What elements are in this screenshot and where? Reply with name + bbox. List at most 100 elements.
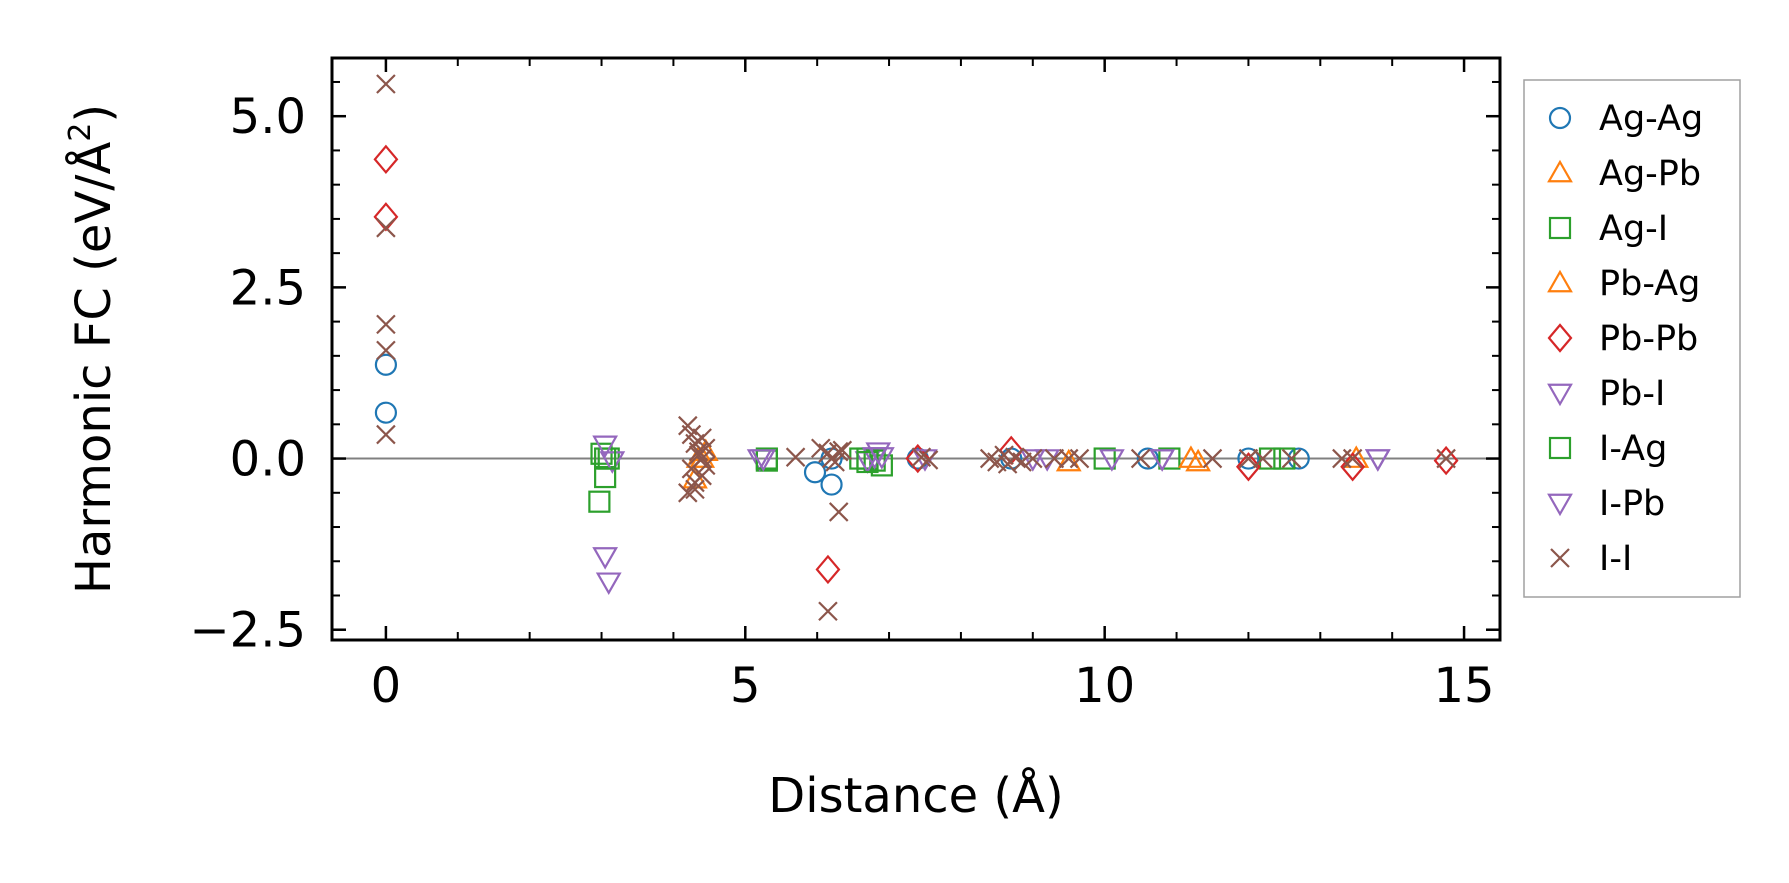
data-point-I-I: [918, 450, 939, 470]
x-tick-label: 0: [371, 658, 402, 714]
data-point-I-I: [818, 601, 838, 622]
data-point-I-I: [376, 74, 396, 94]
data-point-I-I: [825, 452, 845, 472]
y-axis-title: Harmonic FC (eV/Å2): [63, 104, 122, 594]
legend-marker-I-I: [1550, 548, 1570, 568]
data-point-I-I: [685, 479, 705, 500]
data-point-I-I: [785, 447, 806, 467]
legend-label-I-I: I-I: [1599, 539, 1632, 579]
data-point-Pb-I: [1098, 449, 1125, 472]
data-point-I-I: [1436, 448, 1456, 469]
data-point-I-I: [681, 459, 702, 479]
data-point-Ag-Ag: [374, 401, 398, 424]
data-point-I-Pb: [1149, 449, 1176, 472]
data-point-I-I: [692, 428, 712, 448]
legend-marker-Pb-Pb: [1547, 323, 1573, 353]
data-point-I-I: [1202, 448, 1223, 469]
y-axis-title-main: Harmonic FC (eV/Å: [65, 142, 122, 595]
data-point-Ag-Ag: [1287, 447, 1310, 470]
data-point-I-I: [692, 465, 712, 486]
data-point-Ag-I: [1158, 447, 1181, 470]
data-point-I-I: [376, 314, 396, 335]
x-axis-title: Distance (Å): [768, 767, 1063, 824]
data-point-Pb-Pb: [1433, 445, 1459, 476]
legend-label-Ag-Pb: Ag-Pb: [1599, 154, 1701, 194]
data-point-I-I: [911, 447, 932, 467]
axis-ticks: 0 5 10 15 −2.5 0.0 2.5 5.0: [189, 58, 1500, 714]
series-I-Pb: [592, 435, 1391, 472]
data-point-I-I: [1023, 448, 1043, 469]
legend-label-Ag-I: Ag-I: [1599, 209, 1668, 249]
legend-label-I-Ag: I-Ag: [1599, 429, 1667, 469]
data-point-I-I: [1012, 452, 1032, 472]
data-point-Pb-Ag: [1178, 445, 1204, 468]
data-point-I-I: [1342, 448, 1363, 469]
data-point-Ag-Ag: [1237, 447, 1260, 470]
legend-marker-Pb-I: [1547, 383, 1573, 407]
data-point-I-I: [1238, 448, 1259, 469]
data-point-Ag-Ag: [803, 461, 827, 484]
data-point-I-Pb: [1019, 449, 1046, 472]
series-Pb-Pb: [373, 144, 1459, 585]
legend-marker-Ag-Pb: [1547, 159, 1573, 183]
legend-marker-Pb-Ag: [1547, 269, 1573, 293]
data-point-Ag-I: [590, 442, 613, 465]
data-point-I-I: [376, 424, 396, 445]
legend-marker-Ag-Ag: [1548, 106, 1572, 130]
y-tick-label: −2.5: [189, 603, 306, 659]
legend-label-Pb-Pb: Pb-Pb: [1599, 319, 1698, 359]
legend-box: [1523, 79, 1741, 598]
data-point-Pb-I: [592, 547, 619, 570]
data-point-Ag-I: [1258, 447, 1282, 470]
data-point-Pb-Pb: [373, 144, 399, 175]
data-point-Ag-Pb: [1185, 448, 1212, 472]
data-point-I-I: [1253, 448, 1273, 469]
series-Ag-Pb: [682, 445, 1370, 489]
data-point-I-Pb: [750, 449, 777, 472]
legend: Ag-Ag Ag-Pb Ag-I Pb-Ag Pb-Pb Pb-I I-Ag I-Pb I-I: [1523, 79, 1741, 598]
y-tick-label: 2.5: [230, 260, 306, 316]
data-point-Ag-I: [594, 465, 617, 489]
legend-marker-I-Pb: [1547, 493, 1573, 517]
y-tick-label: 5.0: [230, 89, 306, 145]
series-Ag-Ag: [374, 353, 1310, 496]
data-point-Pb-I: [746, 449, 773, 472]
data-point-Pb-Pb: [815, 554, 841, 585]
data-point-I-I: [695, 438, 716, 459]
data-point-Ag-Pb: [1055, 448, 1082, 472]
legend-label-I-Pb: I-Pb: [1599, 484, 1665, 524]
x-tick-label: 5: [730, 658, 761, 714]
data-point-Pb-I: [599, 451, 626, 474]
y-axis-title-close: ): [66, 104, 122, 123]
data-point-I-I: [1130, 448, 1151, 469]
data-point-Ag-Ag: [1136, 447, 1159, 470]
legend-label-Pb-Ag: Pb-Ag: [1599, 264, 1700, 304]
data-point-Pb-Pb: [1235, 452, 1261, 482]
data-point-I-Pb: [1364, 449, 1391, 472]
data-point-I-I: [828, 502, 849, 522]
data-point-Ag-Ag: [820, 473, 843, 496]
data-point-I-Ag: [594, 447, 617, 470]
data-point-I-I: [376, 340, 396, 361]
data-point-Ag-I: [588, 490, 611, 513]
data-point-Pb-I: [1364, 449, 1391, 472]
data-point-Pb-I: [595, 572, 622, 596]
data-point-I-I: [1069, 448, 1090, 469]
data-point-I-I: [376, 218, 396, 238]
x-tick-label: 15: [1434, 658, 1495, 714]
data-point-Pb-Pb: [373, 202, 399, 232]
data-point-I-I: [1044, 448, 1065, 469]
legend-marker-Ag-I: [1548, 216, 1572, 240]
data-point-I-Ag: [1273, 447, 1296, 470]
data-point-I-I: [832, 440, 853, 461]
data-point-I-I: [828, 441, 849, 462]
legend-label-Ag-Ag: Ag-Ag: [1599, 99, 1703, 139]
legend-marker-I-Ag: [1548, 436, 1572, 460]
y-axis-title-superscript: 2: [63, 123, 98, 142]
data-point-Ag-I: [1093, 447, 1116, 470]
data-point-I-Pb: [592, 435, 619, 459]
x-tick-label: 10: [1074, 658, 1135, 714]
data-point-I-I: [1281, 448, 1302, 469]
plot-frame: [330, 56, 1502, 642]
